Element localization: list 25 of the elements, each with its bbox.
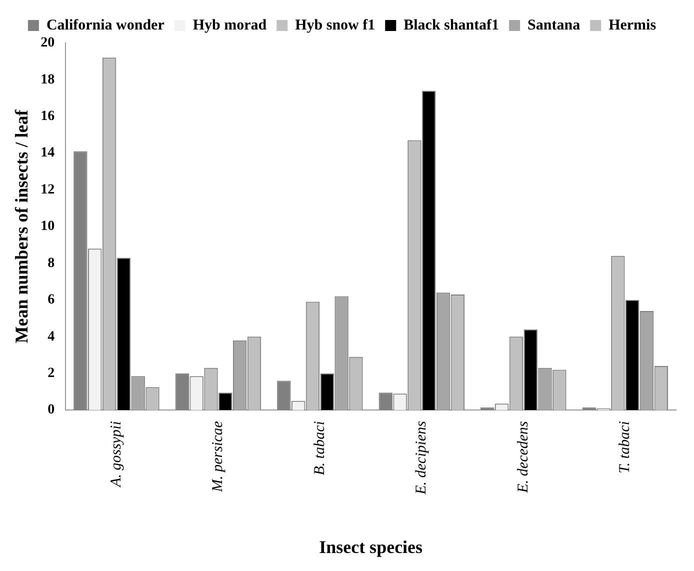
y-tick-label: 14 <box>40 146 55 161</box>
x-tick-label: T. tabaci <box>617 421 634 474</box>
y-tick-label: 6 <box>48 292 55 308</box>
legend-label: Hermis <box>608 17 656 34</box>
y-tick-label: 2 <box>48 366 55 381</box>
y-tick-label: 4 <box>48 329 55 344</box>
y-tick-label: 12 <box>40 182 55 198</box>
x-tick-label: E. decedens <box>515 420 532 494</box>
y-axis-title: Mean numbers of insects / leaf <box>11 108 32 344</box>
y-tick-label: 20 <box>40 36 55 51</box>
legend-label: Black shantaf1 <box>404 17 500 34</box>
x-tick-label: B. tabaci <box>312 421 328 476</box>
y-tick-label: 18 <box>40 72 55 88</box>
legend-label: Hyb snow f1 <box>295 17 376 34</box>
y-tick-label: 8 <box>48 256 55 271</box>
y-tick-label: 16 <box>40 109 55 124</box>
x-tick-label: M. persicae <box>210 420 226 493</box>
x-tick-label: A. gossypii <box>108 421 124 488</box>
x-tick-label: E. decipiens <box>414 420 430 496</box>
y-tick-label: 0 <box>48 402 55 418</box>
legend-label: Santana <box>528 17 581 34</box>
y-tick-label: 10 <box>40 219 55 234</box>
legend-label: Hyb morad <box>192 17 268 34</box>
x-axis-title: Insect species <box>319 536 423 557</box>
legend-label: California wonder <box>46 17 165 34</box>
